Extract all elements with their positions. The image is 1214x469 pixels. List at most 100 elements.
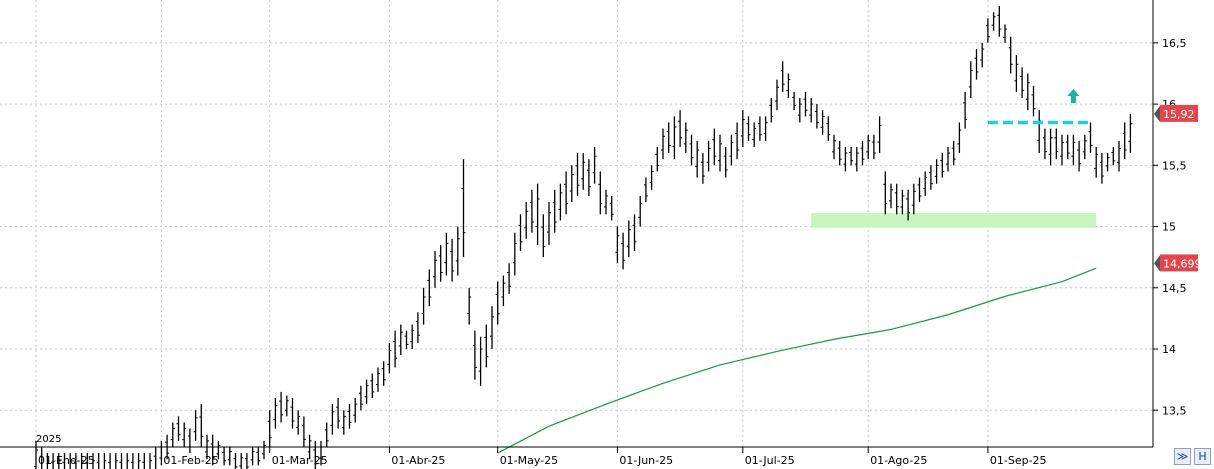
- ohlc-bar: [46, 453, 50, 469]
- ohlc-bar: [1122, 122, 1127, 160]
- ohlc-bar: [581, 153, 586, 190]
- ohlc-bar: [649, 165, 654, 190]
- ohlc-bar: [415, 312, 420, 343]
- ohlc-bar: [723, 146, 728, 178]
- ohlc-bar: [985, 18, 990, 43]
- ohlc-bar: [957, 122, 962, 154]
- ohlc-bar: [775, 79, 779, 111]
- x-tick-label: 01-Sep-25: [990, 454, 1047, 467]
- ohlc-bar: [455, 226, 460, 276]
- ohlc-bar: [507, 263, 512, 294]
- ohlc-bar: [911, 183, 916, 215]
- ohlc-bar: [1054, 128, 1059, 160]
- ohlc-bar: [575, 153, 580, 196]
- ohlc-bar: [216, 440, 221, 460]
- ohlc-bar: [1042, 128, 1047, 160]
- ohlc-bar: [655, 146, 660, 172]
- ohlc-bar: [495, 281, 500, 325]
- ohlc-bar: [963, 91, 968, 129]
- h-button[interactable]: H: [1194, 448, 1211, 465]
- ohlc-bar: [752, 122, 757, 147]
- support-zone: [811, 213, 1097, 228]
- ohlc-bar: [706, 140, 711, 172]
- ohlc-bar: [290, 398, 295, 429]
- ohlc-bar: [51, 453, 54, 469]
- ohlc-bar: [1048, 128, 1053, 166]
- ohlc-bar: [586, 159, 591, 196]
- ohlc-bar: [934, 159, 939, 184]
- ohlc-bar: [689, 134, 694, 166]
- ohlc-bar: [80, 453, 84, 469]
- y-tick-label: 13,5: [1162, 404, 1187, 417]
- ohlc-bar: [1025, 73, 1030, 111]
- overlay-annotations: [987, 88, 1091, 125]
- ohlc-bar: [239, 453, 244, 469]
- ohlc-bar: [757, 116, 762, 141]
- ohlc-bar: [364, 379, 369, 405]
- ohlc-bar: [421, 287, 426, 325]
- ohlc-bar: [126, 453, 130, 469]
- ohlc-bar: [347, 404, 352, 429]
- ohlc-bar: [267, 410, 272, 447]
- ohlc-bar: [433, 251, 437, 288]
- x-tick-label: 01-Mar-25: [272, 454, 328, 467]
- ohlc-bar: [296, 410, 301, 435]
- ohlc-bar: [569, 165, 574, 203]
- ohlc-bar: [837, 140, 842, 166]
- last-price-badge: 15,92: [1154, 104, 1198, 122]
- ohlc-bar: [376, 367, 380, 392]
- ohlc-bar: [780, 61, 785, 92]
- y-tick-label: 15,5: [1162, 159, 1187, 172]
- ohlc-bar: [946, 146, 950, 172]
- ohlc-bar: [370, 373, 375, 399]
- ohlc-bar: [923, 171, 928, 196]
- ohlc-bar: [484, 324, 489, 368]
- annotations: [811, 213, 1097, 228]
- ohlc-bar: [541, 214, 546, 258]
- ohlc-bar: [1065, 134, 1070, 160]
- ohlc-bar: [1117, 140, 1121, 172]
- ohlc-bar: [974, 48, 979, 80]
- ohlc-bar: [227, 447, 232, 466]
- autoscale-button[interactable]: ≫: [1174, 448, 1191, 465]
- ohlc-bar: [894, 183, 899, 215]
- ohlc-bar: [740, 110, 745, 147]
- ohlc-bar: [547, 202, 551, 245]
- ohlc-bar: [1082, 134, 1087, 160]
- ohlc-bar: [472, 330, 477, 380]
- ohlc-bar: [968, 61, 973, 98]
- ohlc-bar: [695, 140, 700, 178]
- ohlc-bar: [871, 134, 876, 160]
- ohlc-bar: [615, 226, 620, 264]
- ohlc-bar: [341, 410, 346, 435]
- ohlc-bar: [712, 128, 717, 166]
- ohlc-bar: [906, 189, 911, 221]
- ohlc-bar: [398, 324, 403, 356]
- ohlc-bar: [170, 422, 175, 447]
- ohlc-bar: [130, 453, 134, 469]
- ohlc-bar: [917, 177, 922, 203]
- x-tick-label: 01-Jun-25: [619, 454, 673, 467]
- ohlc-bar: [564, 171, 569, 215]
- ohlc-bar: [1003, 24, 1007, 43]
- ohlc-bar: [313, 440, 318, 469]
- ohlc-bar: [769, 97, 774, 123]
- ohlc-bar: [598, 171, 603, 215]
- price-bars: [34, 6, 1133, 469]
- badge-pointer: [1154, 255, 1160, 272]
- ohlc-bar: [92, 453, 95, 469]
- ohlc-bar: [273, 398, 278, 429]
- ohlc-bar: [256, 447, 261, 466]
- ohlc-bar: [866, 134, 871, 160]
- ohlc-bar: [244, 453, 249, 469]
- x-axis-ticks: 01-Ene-25 01-Feb-25 01-Mar-25 01-Abr-25 01-M…: [35, 447, 1047, 467]
- ohlc-bar: [672, 116, 677, 160]
- ohlc-bar: [951, 140, 956, 166]
- ohlc-bar: [661, 128, 665, 160]
- ohlc-bar: [854, 146, 859, 172]
- ohlc-bar: [108, 453, 111, 469]
- ohlc-bar: [592, 146, 597, 184]
- ohlc-bar: [524, 202, 529, 239]
- ohlc-bar: [233, 453, 238, 469]
